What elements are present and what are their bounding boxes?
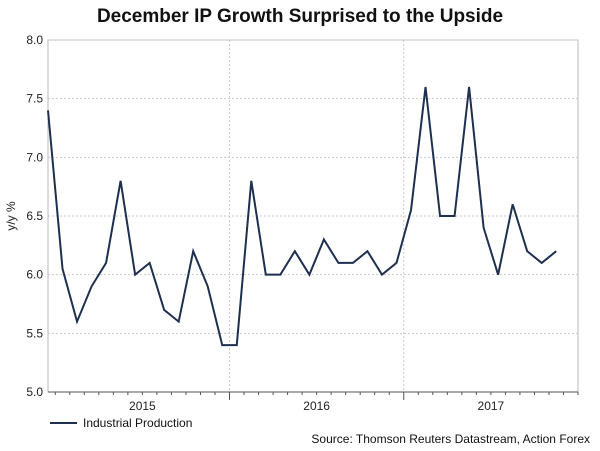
- y-axis-label: y/y %: [4, 201, 18, 231]
- legend: Industrial Production: [50, 416, 192, 430]
- x-tick-label: 2015: [129, 399, 156, 413]
- series-line-industrial-production: [47, 86, 557, 347]
- legend-label: Industrial Production: [83, 416, 193, 430]
- axis-layer: 5.0 5.5 6.0 6.5 7.0 7.5 8.0 2015 2016 2017: [26, 33, 579, 413]
- source-note: Source: Thomson Reuters Datastream, Acti…: [311, 432, 590, 446]
- chart-title: December IP Growth Surprised to the Upsi…: [96, 6, 504, 27]
- y-tick-label: 5.0: [26, 385, 43, 399]
- y-tick-label: 7.5: [26, 92, 43, 106]
- x-tick-label: 2016: [303, 399, 330, 413]
- y-tick-label: 5.5: [26, 326, 43, 340]
- y-tick-label: 6.0: [26, 268, 43, 282]
- series-layer: [47, 86, 557, 347]
- x-tick-label: 2017: [478, 399, 505, 413]
- y-tick-label: 7.0: [26, 150, 43, 164]
- y-tick-label: 8.0: [26, 33, 43, 47]
- y-tick-label: 6.5: [26, 209, 43, 223]
- legend-swatch: [50, 422, 77, 424]
- grid-layer: [48, 39, 578, 393]
